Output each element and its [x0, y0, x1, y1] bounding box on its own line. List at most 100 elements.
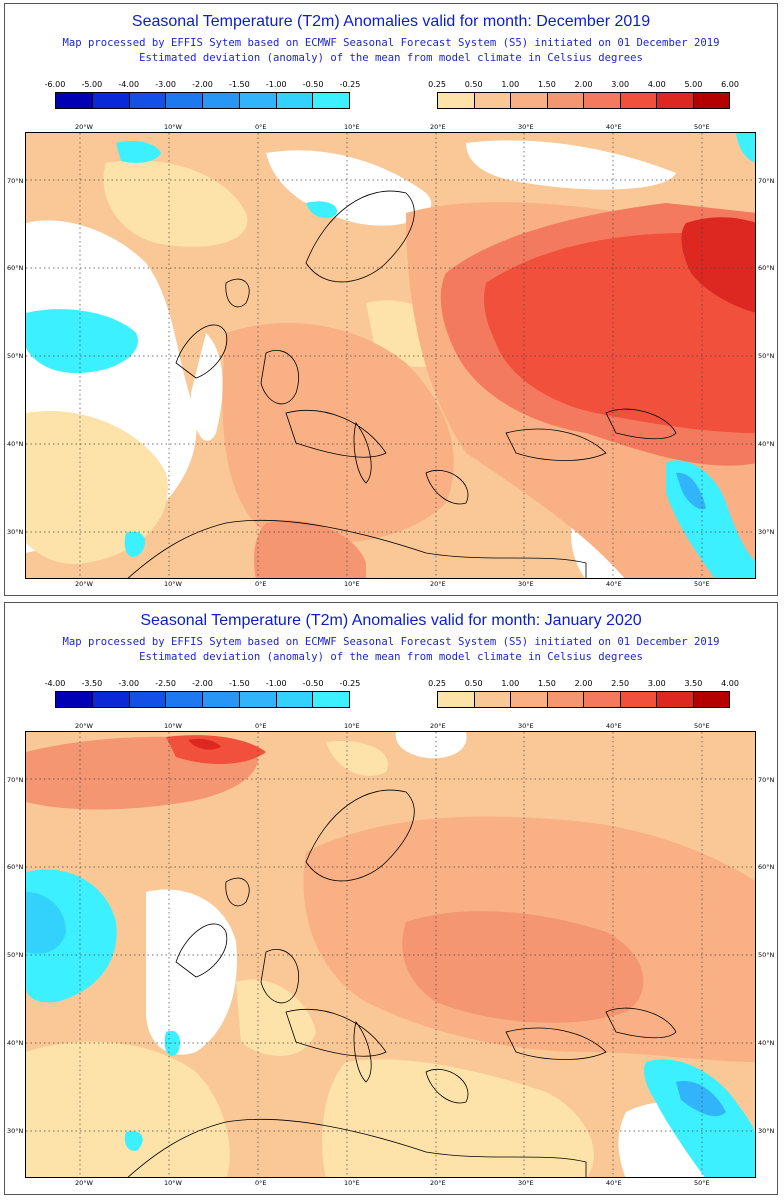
legend-swatch	[657, 692, 694, 707]
legend-tick: 3.00	[611, 80, 630, 89]
legend-tick: -5.00	[81, 80, 103, 89]
legend-swatch	[129, 692, 167, 707]
anomaly-negative-zone	[124, 531, 146, 557]
anomaly-4-zone	[681, 217, 755, 313]
lon-label-bottom: 20°E	[430, 1179, 446, 1187]
legend-swatch	[584, 692, 621, 707]
legend-tick: 4.00	[647, 80, 666, 89]
lat-label-left: 50°N	[7, 951, 24, 959]
panel-subtitle-description: Estimated deviation (anomaly) of the mea…	[139, 651, 643, 663]
legend-swatch	[657, 93, 694, 108]
panel-title: Seasonal Temperature (T2m) Anomalies val…	[131, 13, 651, 30]
legend-positive-anomaly: 0.25 0.50 1.00 1.50 2.00 2.50 3.00 3.50 …	[428, 679, 739, 709]
legend-negative-anomaly: -6.00 -5.00 -4.00 -3.00 -2.00 -1.50 -1.0…	[45, 80, 360, 110]
lon-label-bottom: 10°E	[344, 580, 360, 588]
lat-label-right: 70°N	[758, 177, 775, 185]
legend-ticks: -4.00 -3.50 -3.00 -2.50 -2.00 -1.50 -1.0…	[45, 679, 361, 691]
legend-tick: 1.50	[537, 80, 556, 89]
legend-swatch	[474, 692, 511, 707]
coastline	[127, 190, 677, 578]
lon-label-top: 30°E	[518, 123, 534, 131]
panel-title: Seasonal Temperature (T2m) Anomalies val…	[140, 612, 642, 629]
lat-label-right: 60°N	[758, 863, 775, 871]
lat-label-left: 70°N	[7, 177, 24, 185]
legend-colorbar	[437, 92, 730, 109]
legend-colorbar	[55, 691, 350, 708]
graticule	[26, 133, 755, 578]
legend-swatch	[547, 692, 584, 707]
lon-label-top: 10°E	[344, 722, 360, 730]
lat-label-left: 40°N	[7, 1039, 24, 1047]
lat-label-left: 30°N	[7, 1127, 24, 1135]
lon-label-top: 10°W	[164, 722, 182, 730]
anomaly-negative-zone-middle-east	[644, 1059, 755, 1177]
legend-tick: 2.00	[574, 80, 593, 89]
legend-negative-anomaly: -4.00 -3.50 -3.00 -2.50 -2.00 -1.50 -1.0…	[45, 679, 361, 709]
neutral-area	[395, 732, 467, 759]
lon-label-top: 50°E	[694, 722, 710, 730]
legend-tick: -1.00	[265, 679, 287, 688]
lon-label-top: 20°W	[75, 722, 93, 730]
legend-swatch	[203, 692, 240, 707]
legend-tick: -6.00	[44, 80, 66, 89]
legend-swatch	[166, 93, 203, 108]
legend-tick: -2.50	[155, 679, 176, 688]
lat-label-right: 30°N	[758, 528, 775, 536]
panel-subtitle-source: Map processed by EFFIS Sytem based on EC…	[62, 37, 720, 49]
anomaly-negative-zone	[676, 472, 706, 510]
legend-swatch	[693, 93, 729, 108]
legend-tick: -4.00	[118, 80, 140, 89]
anomaly-negative-zone	[164, 1030, 181, 1056]
legend-tick: 0.25	[428, 679, 446, 688]
legend-swatch	[313, 692, 349, 707]
lon-label-bottom: 20°W	[75, 1179, 93, 1187]
anomaly-1-zone	[222, 323, 454, 543]
legend-tick: -1.00	[265, 80, 287, 89]
legend-swatch	[511, 93, 548, 108]
lon-label-top: 40°E	[606, 722, 622, 730]
lat-label-left: 30°N	[7, 528, 24, 536]
anomaly-negative-zone	[116, 141, 161, 163]
legend-swatch	[166, 692, 203, 707]
neutral-area-barents	[466, 140, 676, 190]
anomaly-15-zone	[402, 911, 644, 1023]
lon-label-top: 10°E	[344, 123, 360, 131]
legend-tick: -0.50	[302, 679, 324, 688]
lat-label-left: 50°N	[7, 352, 24, 360]
anomaly-negative-zone	[736, 133, 755, 163]
anomaly-025-zone	[26, 1041, 230, 1177]
legend-swatch	[276, 692, 314, 707]
legend-swatch	[511, 692, 548, 707]
lon-label-bottom: 0°E	[255, 580, 267, 588]
legend-tick: 5.00	[684, 80, 703, 89]
lon-label-top: 10°W	[164, 123, 182, 131]
lon-label-bottom: 50°E	[694, 1179, 710, 1187]
legend-swatch	[56, 692, 93, 707]
legend-positive-anomaly: 0.25 0.50 1.00 1.50 2.00 3.00 4.00 5.00 …	[428, 80, 739, 110]
legend-swatch	[276, 93, 314, 108]
lon-label-top: 20°E	[430, 123, 446, 131]
lon-label-top: 20°E	[430, 722, 446, 730]
legend-swatch	[129, 93, 167, 108]
legend-swatch	[438, 692, 475, 707]
lon-label-top: 0°E	[255, 123, 267, 131]
legend-tick: 2.50	[611, 679, 630, 688]
legend-tick: 2.00	[574, 679, 593, 688]
legend-swatch	[313, 93, 349, 108]
legend-swatch	[474, 93, 511, 108]
map-panel-december-2019: Seasonal Temperature (T2m) Anomalies val…	[4, 3, 778, 596]
anomaly-map-graphic	[26, 732, 755, 1177]
lon-label-top: 30°E	[518, 722, 534, 730]
lat-label-right: 40°N	[758, 440, 775, 448]
lat-label-right: 50°N	[758, 352, 775, 360]
anomaly-025-zone	[26, 411, 168, 564]
legend-swatch	[203, 93, 240, 108]
legend-tick: 0.25	[428, 80, 446, 89]
anomaly-negative-zone	[306, 201, 337, 218]
legend-swatch	[92, 93, 130, 108]
lat-label-right: 30°N	[758, 1127, 775, 1135]
anomaly-3-zone	[484, 233, 755, 433]
legend-swatch	[56, 93, 93, 108]
legend-tick: -3.50	[81, 679, 103, 688]
anomaly-025-zone	[326, 741, 388, 776]
